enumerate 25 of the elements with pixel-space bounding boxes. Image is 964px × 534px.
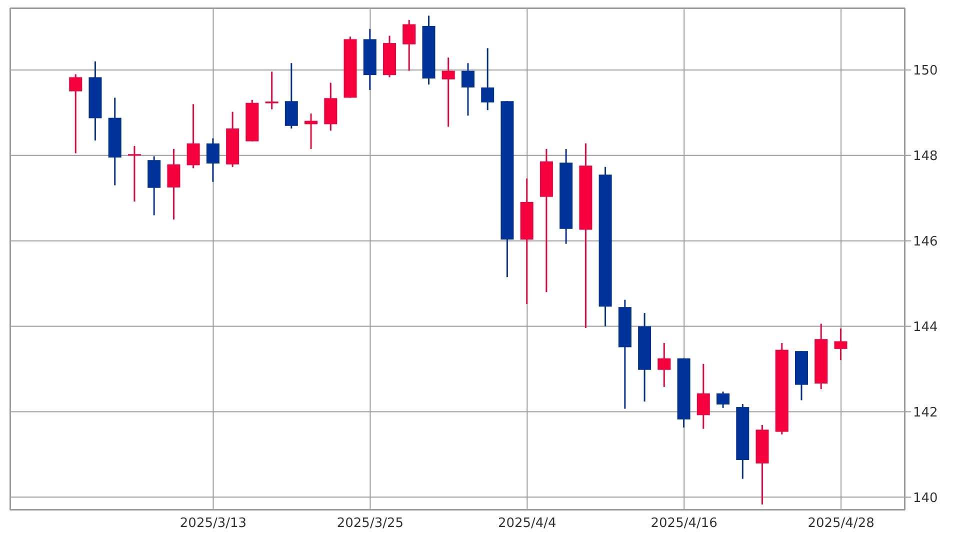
candlestick [265,70,278,110]
y-tick-label: 150 [913,64,938,79]
x-tick-label: 2025/4/4 [498,516,556,532]
candlestick [69,73,82,154]
candlestick [442,56,455,128]
y-tick-label: 148 [913,149,938,164]
candlestick [186,103,200,169]
candlestick [461,62,474,116]
candlestick [834,328,848,361]
candlestick [167,148,180,220]
candlestick [481,47,494,111]
candlestick [658,342,671,388]
y-tick-label: 146 [913,234,938,250]
candlestick [716,390,730,409]
candlestick [402,19,416,72]
y-tick-label: 140 [913,490,938,506]
x-tick-label: 2025/4/16 [650,516,718,532]
x-tick-label: 2025/3/13 [180,516,247,532]
candlestick [696,363,710,430]
x-tick-label: 2025/4/28 [808,516,874,532]
y-tick-label: 142 [913,405,938,420]
candlestick [206,138,220,183]
y-tick-label: 144 [913,320,938,335]
x-tick-label: 2025/3/25 [336,516,404,532]
candlestick [128,145,141,202]
